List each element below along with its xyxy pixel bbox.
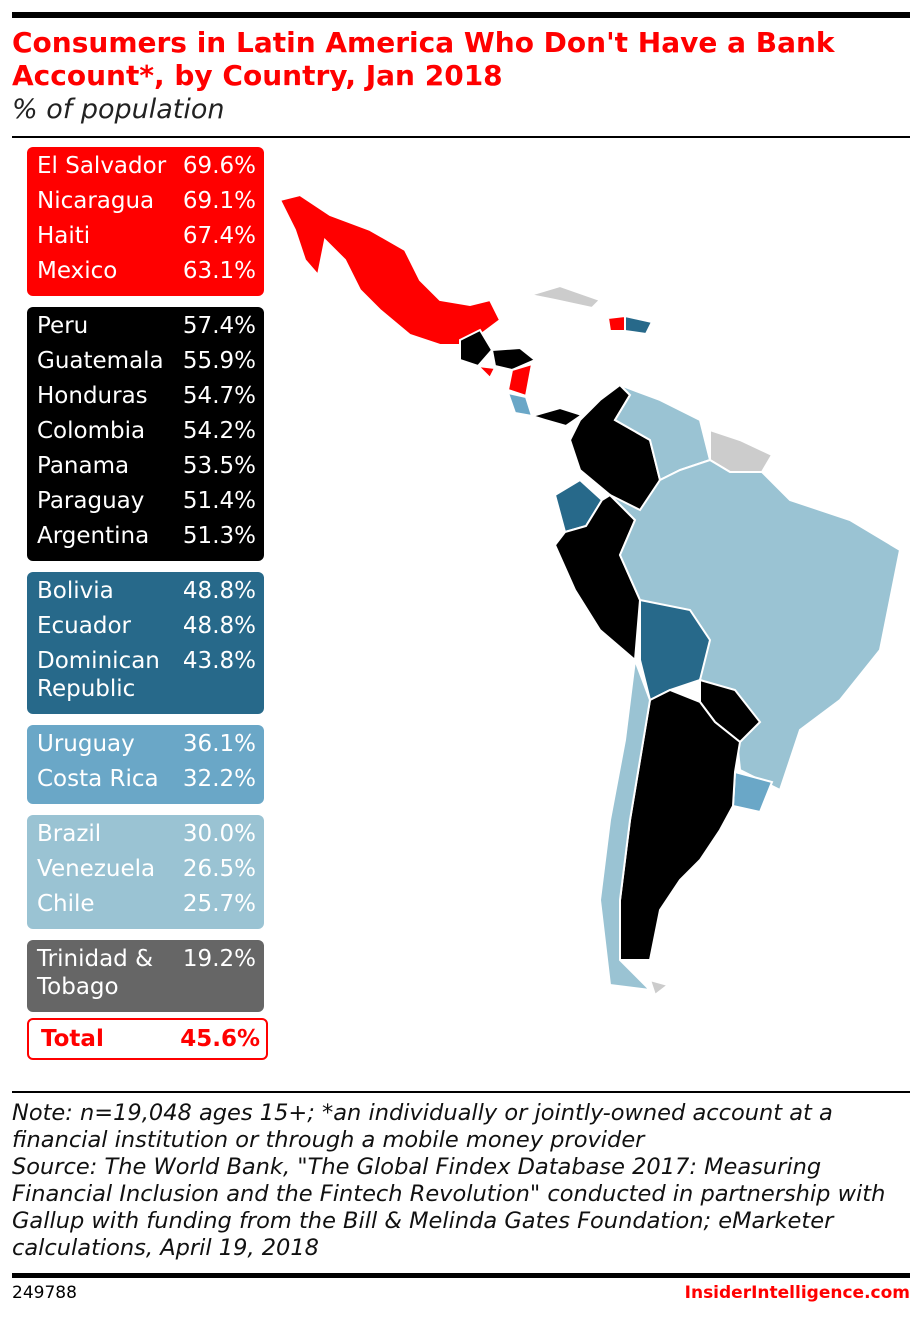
country-value: 43.8% <box>182 648 256 674</box>
chile <box>598 659 653 992</box>
country-name: Brazil <box>37 821 102 847</box>
country-value: 51.3% <box>182 523 256 549</box>
country-name: Paraguay <box>37 488 145 514</box>
dominican-republic <box>624 314 654 336</box>
country-value: 25.7% <box>182 891 256 917</box>
legend-group: Bolivia 48.8% Ecuador 48.8% Dominican Republ… <box>27 572 264 714</box>
country-name: Mexico <box>37 258 118 284</box>
legend-group: Trinidad & Tobago 19.2% <box>27 940 264 1012</box>
source: Source: The World Bank, "The Global Find… <box>12 1154 886 1261</box>
country-name: Ecuador <box>37 613 131 639</box>
legend-group: Brazil 30.0% Venezuela 26.5% Chile 25.7% <box>27 815 264 929</box>
country-name: Trinidad & Tobago <box>37 946 154 1000</box>
honduras <box>490 346 537 372</box>
country-value: 36.1% <box>182 731 256 757</box>
country-value: 57.4% <box>182 313 256 339</box>
subtitle: % of population <box>12 94 225 125</box>
total-value: 45.6% <box>180 1026 260 1052</box>
country-name: Bolivia <box>37 578 114 604</box>
map <box>278 193 902 997</box>
falklands <box>648 978 671 997</box>
brand: InsiderIntelligence.com <box>684 1283 910 1303</box>
legend-row: Nicaragua 69.1% <box>27 187 264 215</box>
total-label: Total <box>41 1026 104 1052</box>
country-value: 69.6% <box>182 153 256 179</box>
country-name: Colombia <box>37 418 146 444</box>
country-value: 32.2% <box>182 766 256 792</box>
top-rule <box>12 12 910 18</box>
guatemala <box>459 328 494 368</box>
legend-row: El Salvador 69.6% <box>27 152 264 180</box>
country-name: Venezuela <box>37 856 156 882</box>
rule <box>12 1091 910 1093</box>
panama <box>528 406 585 428</box>
legend-row: Costa Rica 32.2% <box>27 765 264 793</box>
legend-row: Colombia 54.2% <box>27 417 264 445</box>
country-name: Guatemala <box>37 348 164 374</box>
country-value: 67.4% <box>182 223 256 249</box>
legend-row: Argentina 51.3% <box>27 522 264 550</box>
country-value: 55.9% <box>182 348 256 374</box>
haiti <box>606 314 626 332</box>
country-value: 54.7% <box>182 383 256 409</box>
legend-row: Chile 25.7% <box>27 890 264 918</box>
total-box: Total 45.6% <box>27 1018 268 1060</box>
country-name: Panama <box>37 453 130 479</box>
legend-group: El Salvador 69.6% Nicaragua 69.1% Haiti 67.4%… <box>27 147 264 296</box>
legend-group: Peru 57.4% Guatemala 55.9% Honduras 54.7% Colo… <box>27 307 264 561</box>
legend-row: Uruguay 36.1% <box>27 730 264 758</box>
legend: El Salvador 69.6% Nicaragua 69.1% Haiti 67.4%… <box>27 147 264 1023</box>
legend-row: Ecuador 48.8% <box>27 612 264 640</box>
note: Note: n=19,048 ages 15+; *an individuall… <box>12 1100 833 1153</box>
notes: Note: n=19,048 ages 15+; *an individuall… <box>12 1100 912 1262</box>
title: Consumers in Latin America Who Don't Hav… <box>12 26 835 92</box>
country-value: 30.0% <box>182 821 256 847</box>
country-value: 51.4% <box>182 488 256 514</box>
country-value: 53.5% <box>182 453 256 479</box>
country-name: Nicaragua <box>37 188 155 214</box>
country-name: Costa Rica <box>37 766 159 792</box>
legend-group: Uruguay 36.1% Costa Rica 32.2% <box>27 725 264 804</box>
country-value: 69.1% <box>182 188 256 214</box>
legend-row: Mexico 63.1% <box>27 257 264 285</box>
country-value: 26.5% <box>182 856 256 882</box>
legend-row: Venezuela 26.5% <box>27 855 264 883</box>
legend-row: Panama 53.5% <box>27 452 264 480</box>
country-name: Argentina <box>37 523 150 549</box>
country-name: Uruguay <box>37 731 135 757</box>
country-name: Haiti <box>37 223 91 249</box>
country-name: El Salvador <box>37 153 167 179</box>
costa-rica <box>506 391 534 418</box>
country-value: 48.8% <box>182 613 256 639</box>
legend-row: Trinidad & Tobago 19.2% <box>27 945 264 1001</box>
legend-row: Honduras 54.7% <box>27 382 264 410</box>
country-name: Honduras <box>37 383 148 409</box>
bottom-rule <box>12 1273 910 1278</box>
el-salvador <box>475 364 497 380</box>
legend-row: Peru 57.4% <box>27 312 264 340</box>
legend-row: Dominican Republic 43.8% <box>27 647 264 703</box>
mexico <box>278 193 502 346</box>
chart-id: 249788 <box>12 1283 77 1303</box>
country-name: Chile <box>37 891 95 917</box>
rule <box>12 136 910 138</box>
country-name: Dominican Republic <box>37 648 160 702</box>
legend-row: Haiti 67.4% <box>27 222 264 250</box>
legend-row: Brazil 30.0% <box>27 820 264 848</box>
country-name: Peru <box>37 313 89 339</box>
country-value: 48.8% <box>182 578 256 604</box>
country-value: 54.2% <box>182 418 256 444</box>
legend-row: Guatemala 55.9% <box>27 347 264 375</box>
legend-row: Bolivia 48.8% <box>27 577 264 605</box>
bolivia <box>639 598 712 702</box>
country-value: 19.2% <box>182 946 256 972</box>
legend-row: Paraguay 51.4% <box>27 487 264 515</box>
country-value: 63.1% <box>182 258 256 284</box>
cuba <box>529 284 602 310</box>
